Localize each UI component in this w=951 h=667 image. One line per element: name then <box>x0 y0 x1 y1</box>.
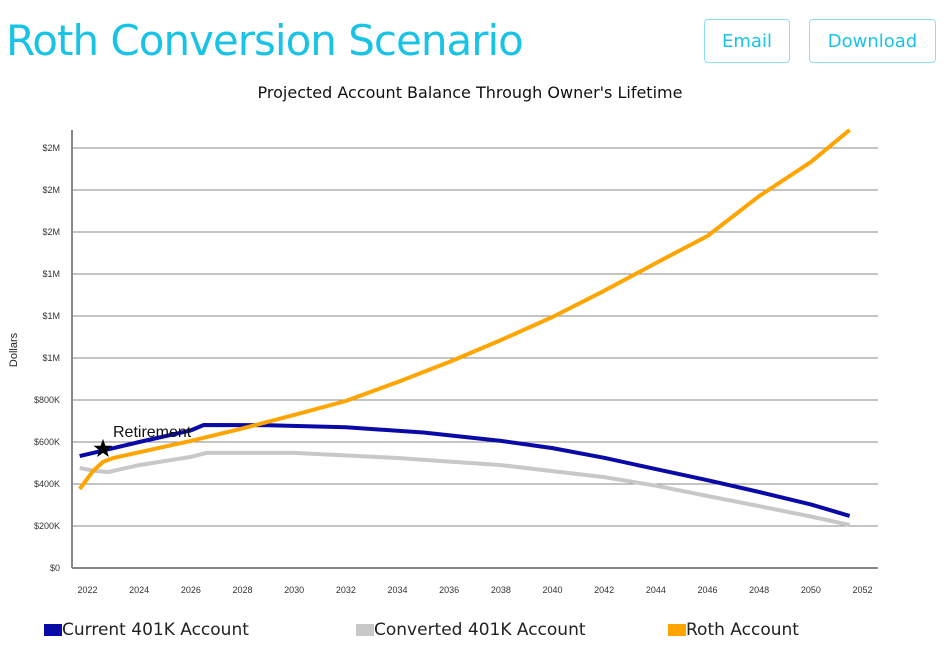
y-tick-label: $600K <box>34 437 60 447</box>
x-tick-label: 2030 <box>284 585 304 595</box>
series-line-roth-account <box>78 128 851 491</box>
legend-item-current: Current 401K Account <box>44 620 249 640</box>
legend-label: Converted 401K Account <box>374 620 586 640</box>
page-title: Roth Conversion Scenario <box>6 16 524 65</box>
y-tick-label: $400K <box>34 479 60 489</box>
x-tick-label: 2042 <box>594 585 614 595</box>
y-axis-label: Dollars <box>8 332 20 367</box>
x-tick-label: 2044 <box>646 585 666 595</box>
y-tick-label: $1M <box>42 353 60 363</box>
email-button[interactable]: Email <box>704 19 790 63</box>
chart-title: Projected Account Balance Through Owner'… <box>258 83 683 102</box>
x-tick-label: 2050 <box>801 585 821 595</box>
legend-item-converted: Converted 401K Account <box>356 620 586 640</box>
y-tick-label: $200K <box>34 521 60 531</box>
y-tick-label: $2M <box>42 185 60 195</box>
legend-label: Current 401K Account <box>62 620 249 640</box>
x-tick-label: 2038 <box>491 585 511 595</box>
x-tick-label: 2024 <box>129 585 149 595</box>
x-tick-label: 2036 <box>439 585 459 595</box>
legend-swatch <box>44 624 62 636</box>
x-tick-label: 2026 <box>181 585 201 595</box>
y-tick-label: $2M <box>42 227 60 237</box>
legend-item-roth: Roth Account <box>668 620 799 640</box>
legend-swatch <box>668 624 686 636</box>
y-tick-label: $2M <box>42 143 60 153</box>
series-line-converted-401k-account <box>79 450 851 527</box>
series-line-current-401k-account <box>79 423 851 518</box>
x-tick-label: 2028 <box>232 585 252 595</box>
x-tick-label: 2040 <box>542 585 562 595</box>
retirement-star-icon <box>93 438 113 457</box>
y-tick-label: $0 <box>50 563 60 573</box>
legend-swatch <box>356 624 374 636</box>
legend-label: Roth Account <box>686 620 799 640</box>
x-tick-label: 2034 <box>387 585 407 595</box>
x-tick-label: 2048 <box>749 585 769 595</box>
retirement-label: Retirement <box>113 424 192 441</box>
y-tick-label: $1M <box>42 269 60 279</box>
download-button[interactable]: Download <box>809 19 936 63</box>
x-tick-label: 2046 <box>697 585 717 595</box>
x-tick-label: 2052 <box>852 585 872 595</box>
y-tick-label: $1M <box>42 311 60 321</box>
x-tick-label: 2032 <box>336 585 356 595</box>
y-tick-label: $800K <box>34 395 60 405</box>
x-tick-label: 2022 <box>77 585 97 595</box>
